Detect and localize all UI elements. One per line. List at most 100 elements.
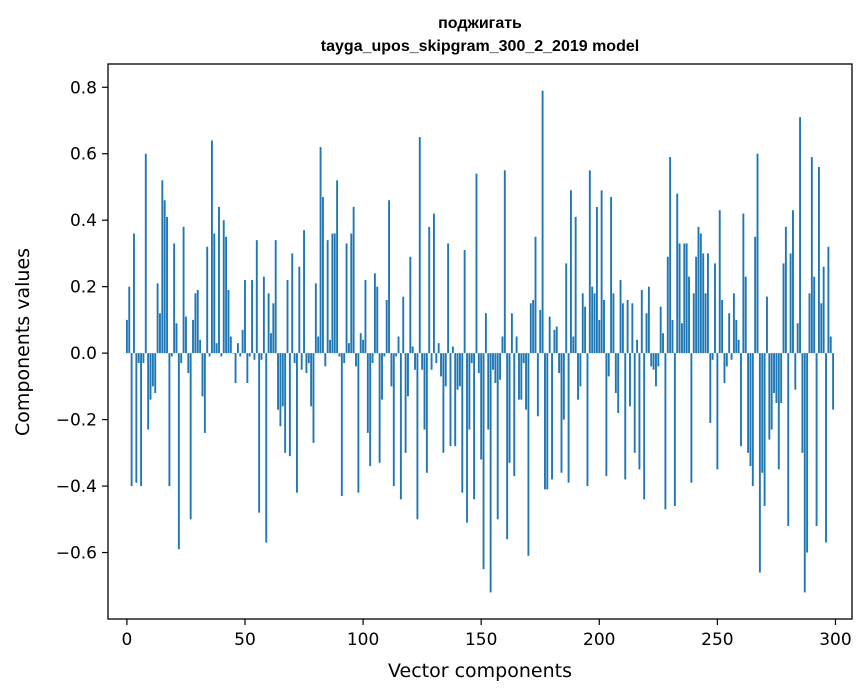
bar [617, 353, 620, 413]
bar [137, 353, 140, 364]
bar [366, 353, 369, 433]
bar [728, 313, 731, 354]
bar [499, 353, 502, 380]
bar [794, 353, 797, 390]
bar [591, 286, 594, 354]
bar [598, 319, 601, 354]
bar [430, 353, 433, 370]
bar [326, 240, 329, 354]
bar [782, 263, 785, 354]
bar [185, 316, 187, 354]
bar [548, 316, 551, 354]
bar [714, 263, 716, 354]
bar [579, 353, 582, 387]
bar [468, 353, 471, 430]
bar [558, 353, 561, 374]
bar [581, 293, 584, 354]
bar [407, 353, 409, 397]
bar [466, 353, 468, 523]
bar [787, 353, 790, 526]
bar [277, 353, 279, 410]
bar [761, 353, 764, 473]
y-tick-label: −0.6 [56, 544, 97, 564]
bar [737, 339, 740, 354]
bar [784, 226, 787, 354]
bar [291, 253, 294, 354]
bar [614, 353, 617, 394]
bar [692, 293, 695, 354]
bar [813, 276, 816, 354]
bar [744, 276, 747, 354]
bar [551, 353, 553, 480]
bar [166, 216, 168, 354]
bar [572, 336, 575, 354]
bar [234, 353, 237, 384]
bar [182, 226, 185, 354]
bar [352, 206, 355, 354]
bar [449, 353, 452, 447]
bar [385, 299, 388, 354]
bar [626, 299, 629, 354]
bar [711, 353, 714, 360]
bar [340, 353, 343, 497]
bar [199, 339, 202, 354]
bar [770, 353, 773, 430]
bar [201, 353, 204, 397]
bar [553, 329, 556, 354]
bar [232, 353, 235, 354]
bar [534, 236, 537, 354]
bar [213, 233, 216, 354]
bar [350, 233, 353, 354]
bar [444, 353, 447, 387]
bar [262, 276, 265, 354]
bar [399, 353, 402, 500]
bar [286, 280, 289, 354]
bar [529, 303, 532, 354]
bar [541, 90, 544, 354]
bar [539, 309, 542, 354]
bar [773, 353, 775, 394]
y-tick-label: −0.2 [56, 411, 97, 431]
bar [329, 339, 331, 354]
bar [173, 243, 176, 354]
bar [803, 353, 806, 593]
y-tick-label: 0.6 [70, 145, 97, 165]
x-tick-label: 250 [701, 630, 733, 650]
bar [683, 243, 686, 354]
bar [662, 333, 664, 354]
bar [685, 243, 688, 354]
bar [381, 353, 383, 400]
bar [470, 353, 473, 364]
bar [270, 333, 272, 354]
bar [676, 193, 679, 354]
bar [447, 243, 450, 354]
bar [225, 236, 228, 354]
y-tick-label: 0.2 [70, 278, 97, 298]
bar [347, 343, 350, 354]
bar [690, 353, 693, 483]
bar [128, 286, 131, 354]
bar [666, 256, 669, 354]
bar [267, 293, 270, 354]
bar [312, 353, 315, 443]
bar [801, 353, 804, 453]
bar [458, 353, 461, 387]
bar [317, 336, 320, 354]
bar [751, 353, 754, 487]
bar [440, 353, 442, 377]
bar [624, 353, 627, 480]
bar [314, 283, 317, 354]
bar [222, 220, 225, 354]
y-tick-label: 0.0 [70, 344, 97, 364]
bar [697, 226, 700, 354]
bar [189, 353, 192, 520]
bar [390, 353, 393, 387]
bar [659, 306, 662, 354]
bar [227, 289, 230, 354]
bar [451, 346, 454, 354]
bar [817, 167, 820, 354]
bar [775, 353, 778, 403]
bar [577, 353, 579, 400]
bar [506, 353, 509, 540]
bar [636, 339, 639, 354]
